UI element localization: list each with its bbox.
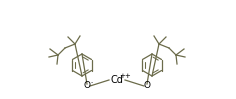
Text: O: O [143, 81, 151, 90]
Text: -: - [90, 80, 93, 86]
Text: Cd: Cd [110, 75, 123, 85]
Text: O: O [84, 81, 90, 90]
Text: ++: ++ [119, 73, 131, 79]
